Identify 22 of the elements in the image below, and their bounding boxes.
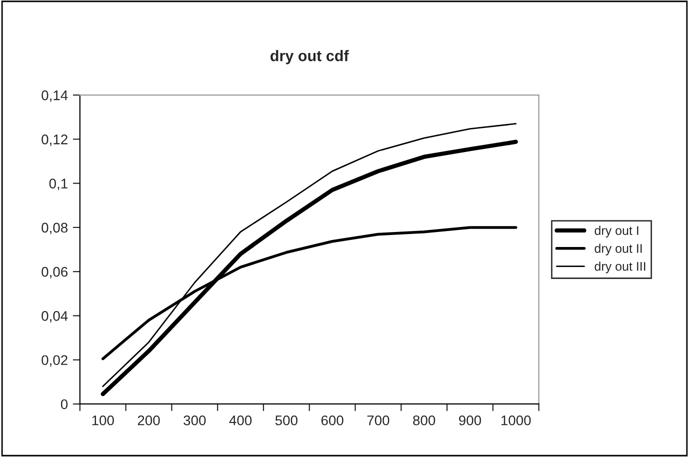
x-tick-label: 300	[184, 415, 206, 426]
y-tick-label: 0	[60, 399, 68, 410]
legend-label: dry out II	[594, 244, 642, 256]
x-tick-label: 100	[92, 415, 114, 426]
legend-label: dry out I	[594, 226, 638, 238]
legend-label: dry out III	[594, 262, 646, 274]
chart-title: dry out cdf	[270, 50, 349, 64]
y-tick-label: 0,08	[42, 222, 68, 234]
y-tick-label: 0,12	[42, 134, 68, 146]
x-tick-label: 400	[229, 415, 252, 426]
y-tick-label: 0,1	[49, 178, 68, 190]
y-tick-label: 0,14	[42, 90, 68, 102]
x-tick-label: 600	[321, 415, 344, 426]
y-tick-label: 0,04	[42, 311, 68, 323]
x-tick-label: 700	[367, 415, 390, 426]
x-tick-label: 1000	[501, 415, 531, 426]
x-tick-label: 200	[138, 415, 160, 426]
y-tick-label: 0,06	[42, 266, 68, 278]
y-tick-label: 0,02	[42, 355, 68, 367]
x-tick-label: 500	[275, 415, 298, 426]
x-tick-label: 800	[413, 415, 436, 426]
x-tick-label: 900	[459, 415, 482, 426]
